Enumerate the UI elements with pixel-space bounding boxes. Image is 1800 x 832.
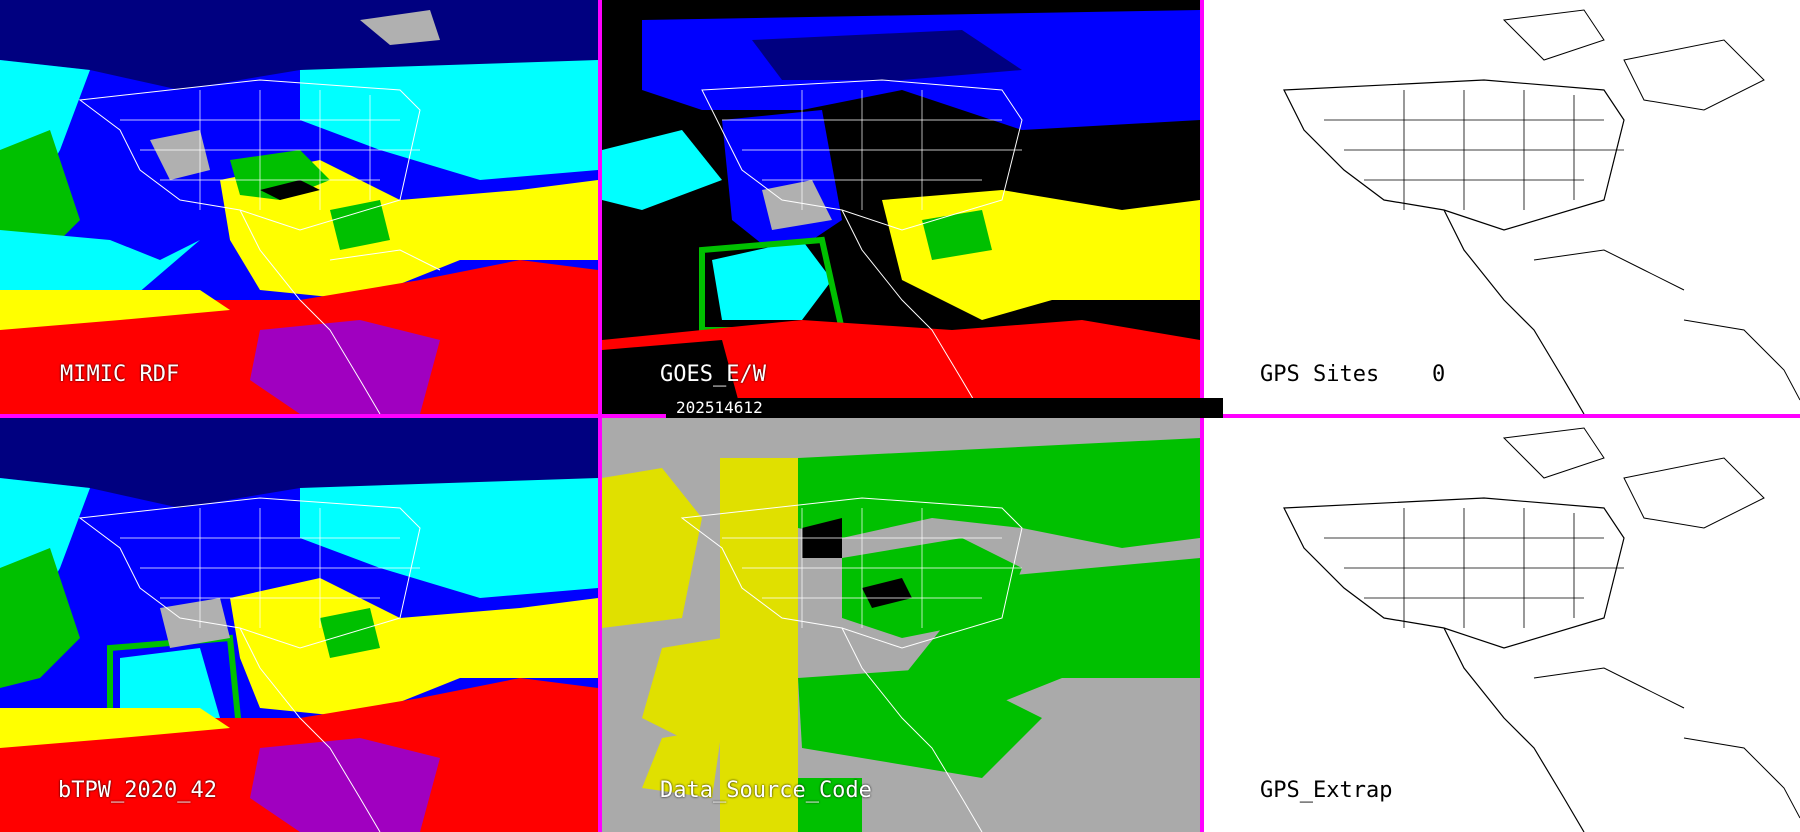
gps-extrap-label: GPS_Extrap <box>1260 778 1393 803</box>
data-source-code-field <box>602 418 1200 832</box>
mimic-rdf-panel: MIMIC RDF <box>0 0 598 414</box>
goes-ew-label: GOES_E/W <box>660 362 766 387</box>
gps-extrap-panel: GPS_Extrap <box>1204 418 1800 832</box>
goes-ew-panel: GOES_E/W <box>602 0 1200 414</box>
btpw-label: bTPW_2020_42 <box>58 778 217 803</box>
data-source-code-panel: Data_Source_Code <box>602 418 1200 832</box>
btpw-field <box>0 418 598 832</box>
gps-sites-count: 0 <box>1432 362 1446 387</box>
gps-sites-label: GPS Sites <box>1260 362 1380 387</box>
mimic-rdf-field <box>0 0 598 414</box>
gps-extrap-map <box>1283 427 1800 832</box>
goes-ew-field <box>602 0 1200 414</box>
timestamp-bar: 202514612 <box>666 398 1223 418</box>
gps-sites-map <box>1283 9 1800 414</box>
gps-sites-panel: GPS Sites 0 <box>1204 0 1800 414</box>
mimic-rdf-label: MIMIC RDF <box>60 362 180 387</box>
timestamp-text: 202514612 <box>676 398 763 417</box>
data-source-code-label: Data_Source_Code <box>660 778 872 803</box>
btpw-panel: bTPW_2020_42 <box>0 418 598 832</box>
